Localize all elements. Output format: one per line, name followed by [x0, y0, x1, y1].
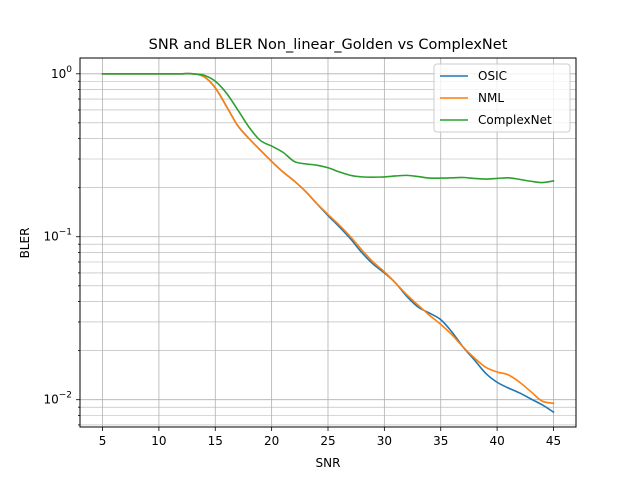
y-tick-label: 100: [51, 65, 72, 81]
x-tick-label: 35: [433, 434, 448, 448]
x-tick-label: 30: [377, 434, 392, 448]
x-axis-label: SNR: [316, 456, 341, 470]
x-tick-label: 5: [99, 434, 107, 448]
legend-box: [433, 63, 571, 133]
x-tick-label: 15: [208, 434, 223, 448]
legend-label-nml: NML: [478, 91, 504, 105]
legend: OSIC NML ComplexNet: [433, 63, 571, 133]
legend-label-osic: OSIC: [478, 69, 507, 83]
plot-lines: [101, 72, 555, 414]
legend-label-complexnet: ComplexNet: [478, 113, 552, 127]
chart-title: SNR and BLER Non_linear_Golden vs Comple…: [149, 37, 508, 53]
series-line-complexnet: [101, 72, 555, 184]
x-tick-label: 25: [320, 434, 335, 448]
x-axis-ticks: 5 10 15 20 25 30 35 40 45: [99, 427, 561, 448]
x-tick-label: 20: [264, 434, 279, 448]
y-axis-label: BLER: [18, 228, 32, 259]
x-tick-label: 10: [151, 434, 166, 448]
x-tick-label: 40: [489, 434, 504, 448]
y-tick-label: 10−2: [43, 391, 72, 407]
y-axis-ticks: 100 10−1 10−2: [43, 65, 80, 426]
x-tick-label: 45: [546, 434, 561, 448]
y-tick-label: 10−1: [43, 228, 72, 244]
